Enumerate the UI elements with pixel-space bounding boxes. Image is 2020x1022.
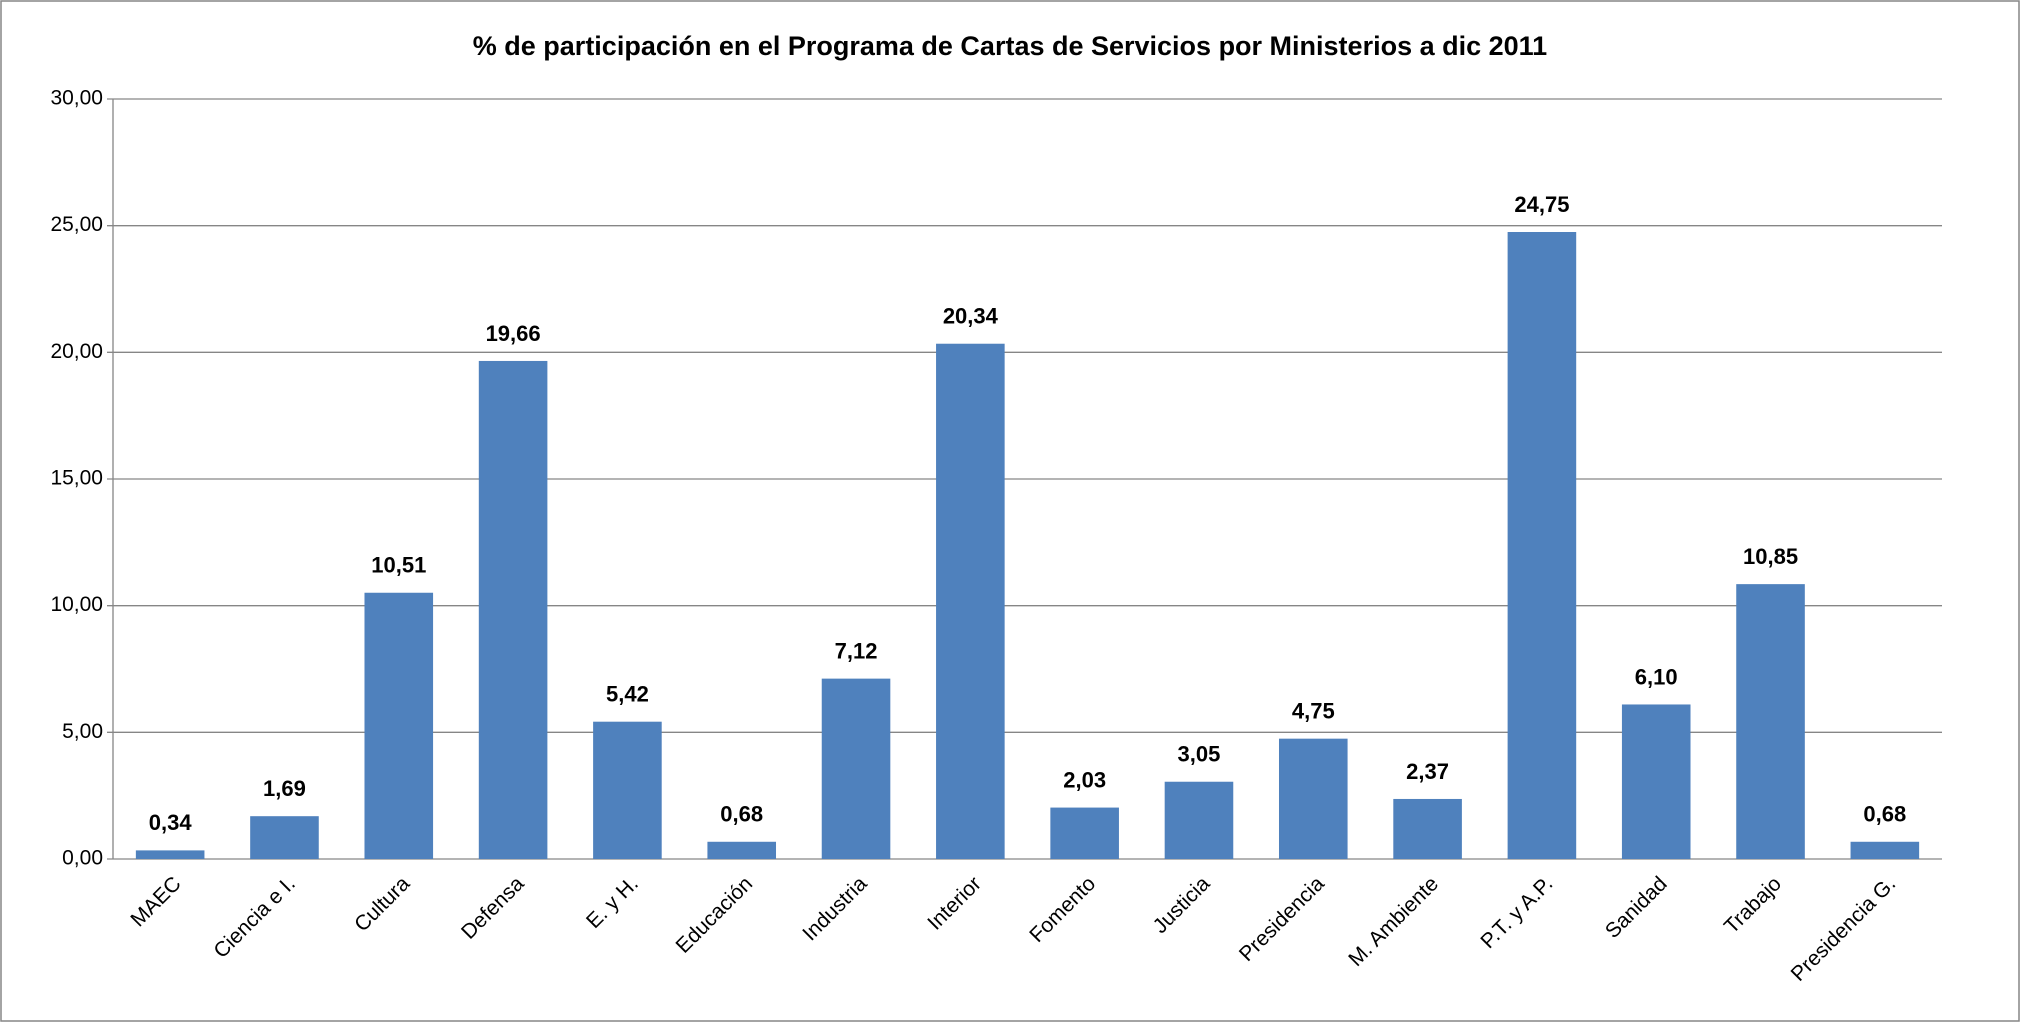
bar [135,850,205,859]
bar [1393,798,1462,859]
bar [1507,232,1577,859]
value-label: 2,37 [1406,759,1449,784]
bar [707,841,777,859]
bar [593,721,662,859]
value-label: 7,12 [835,638,878,663]
value-label: 19,66 [486,321,541,346]
y-tick-label: 15,00 [50,467,103,490]
bar [821,678,891,859]
value-label: 5,42 [606,682,649,707]
value-label: 3,05 [1178,742,1221,767]
value-label: 0,68 [720,802,763,827]
value-label: 20,34 [943,304,999,329]
bar [1850,841,1920,859]
value-label: 1,69 [263,776,306,801]
value-label: 6,10 [1635,664,1678,689]
value-label: 4,75 [1292,698,1335,723]
y-tick-label: 10,00 [50,593,103,616]
y-tick-label: 0,00 [62,847,103,870]
bar [1278,738,1348,859]
value-label: 0,34 [149,810,193,835]
bar [364,592,434,859]
value-label: 2,03 [1063,767,1106,792]
bar [1164,781,1234,859]
y-tick-label: 30,00 [50,87,103,110]
y-tick-label: 25,00 [50,213,103,236]
value-label: 10,51 [371,553,426,578]
y-tick-label: 20,00 [50,340,103,363]
bar [1050,807,1119,859]
value-label: 0,68 [1863,802,1906,827]
bar [1736,584,1805,859]
value-label: 10,85 [1743,544,1798,569]
bar [936,343,1005,860]
value-label: 24,75 [1514,192,1569,217]
bar [1621,704,1691,859]
y-tick-label: 5,00 [62,720,103,743]
bar [478,360,548,859]
chart-title: % de participación en el Programa de Car… [473,31,1547,61]
bar [250,816,319,859]
